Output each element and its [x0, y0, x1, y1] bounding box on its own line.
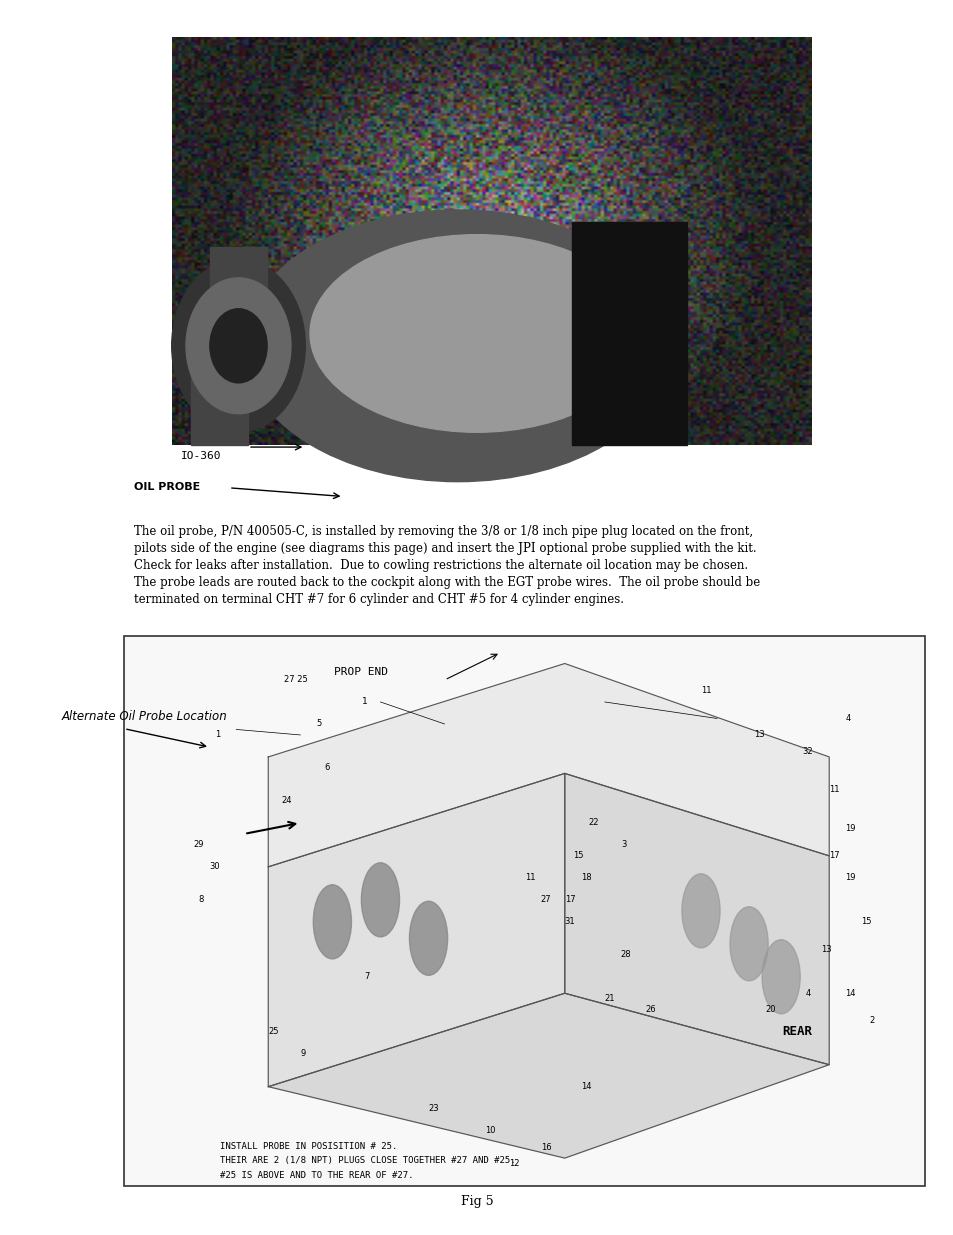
- Ellipse shape: [409, 902, 447, 976]
- Text: 12: 12: [508, 1160, 518, 1168]
- Polygon shape: [268, 663, 828, 867]
- Text: 9: 9: [300, 1050, 305, 1058]
- Bar: [572, 222, 686, 445]
- Text: IO-360: IO-360: [181, 451, 221, 461]
- Text: 25: 25: [268, 1028, 278, 1036]
- Text: 27 25: 27 25: [284, 676, 308, 684]
- Bar: [200, 309, 257, 383]
- Bar: [191, 370, 248, 445]
- Bar: [648, 253, 686, 315]
- Text: 3: 3: [620, 840, 625, 850]
- Bar: [210, 247, 267, 321]
- Polygon shape: [268, 773, 564, 1087]
- Bar: [124, 636, 924, 1186]
- Text: 23: 23: [428, 1104, 438, 1113]
- Text: 19: 19: [844, 824, 855, 832]
- Circle shape: [186, 278, 291, 414]
- Ellipse shape: [681, 874, 720, 948]
- Text: The oil probe, P/N 400505-C, is installed by removing the 3/8 or 1/8 inch pipe p: The oil probe, P/N 400505-C, is installe…: [133, 525, 759, 606]
- Ellipse shape: [310, 235, 643, 432]
- Text: 30: 30: [210, 862, 220, 872]
- Bar: [648, 315, 686, 377]
- Text: 11: 11: [700, 687, 711, 695]
- Text: 17: 17: [564, 895, 575, 904]
- Text: 27: 27: [540, 895, 551, 904]
- Ellipse shape: [729, 906, 767, 981]
- Text: 15: 15: [572, 851, 582, 861]
- Text: 22: 22: [588, 819, 598, 827]
- Text: #25 IS ABOVE AND TO THE REAR OF #27.: #25 IS ABOVE AND TO THE REAR OF #27.: [220, 1171, 414, 1181]
- Ellipse shape: [361, 863, 399, 937]
- Text: 6: 6: [324, 763, 330, 772]
- Text: Alternate Oil Probe Location: Alternate Oil Probe Location: [62, 710, 228, 724]
- Ellipse shape: [313, 884, 351, 958]
- Text: 7: 7: [364, 972, 370, 982]
- Text: 4: 4: [804, 989, 810, 998]
- Bar: [172, 37, 810, 445]
- Text: 20: 20: [764, 1005, 775, 1014]
- Text: 11: 11: [524, 873, 535, 882]
- Circle shape: [172, 259, 305, 432]
- Text: 18: 18: [580, 873, 591, 882]
- Text: 13: 13: [821, 945, 831, 953]
- Text: 5: 5: [316, 720, 321, 729]
- Text: 4: 4: [844, 714, 850, 722]
- Text: INSTALL PROBE IN POSISITION # 25.: INSTALL PROBE IN POSISITION # 25.: [220, 1141, 397, 1151]
- Text: 24: 24: [281, 797, 292, 805]
- Text: 31: 31: [564, 918, 575, 926]
- Ellipse shape: [243, 210, 672, 482]
- Text: 19: 19: [844, 873, 855, 882]
- Text: 26: 26: [644, 1005, 655, 1014]
- Text: 8: 8: [198, 895, 204, 904]
- Text: 1: 1: [361, 698, 367, 706]
- Text: 14: 14: [844, 989, 855, 998]
- Text: 16: 16: [540, 1142, 551, 1151]
- Polygon shape: [268, 993, 828, 1158]
- Text: Fig 5: Fig 5: [460, 1194, 493, 1208]
- Text: 15: 15: [861, 918, 871, 926]
- Text: 1: 1: [214, 730, 220, 740]
- Text: PROP END: PROP END: [334, 667, 388, 677]
- Bar: [648, 377, 686, 438]
- Text: 29: 29: [193, 840, 204, 850]
- Text: 28: 28: [620, 950, 631, 960]
- Ellipse shape: [761, 940, 800, 1014]
- Text: 32: 32: [801, 747, 812, 756]
- Text: 10: 10: [484, 1126, 495, 1135]
- Text: THEIR ARE 2 (1/8 NPT) PLUGS CLOSE TOGETHER #27 AND #25.: THEIR ARE 2 (1/8 NPT) PLUGS CLOSE TOGETH…: [220, 1156, 516, 1166]
- Text: 13: 13: [754, 730, 764, 740]
- Polygon shape: [564, 773, 828, 1065]
- Text: OIL PROBE: OIL PROBE: [133, 482, 199, 492]
- Circle shape: [210, 309, 267, 383]
- Text: 14: 14: [580, 1082, 591, 1092]
- Text: 21: 21: [604, 994, 615, 1003]
- Text: 11: 11: [828, 785, 839, 794]
- Text: REAR: REAR: [781, 1025, 811, 1037]
- Text: 17: 17: [828, 851, 839, 861]
- Text: 2: 2: [868, 1016, 874, 1025]
